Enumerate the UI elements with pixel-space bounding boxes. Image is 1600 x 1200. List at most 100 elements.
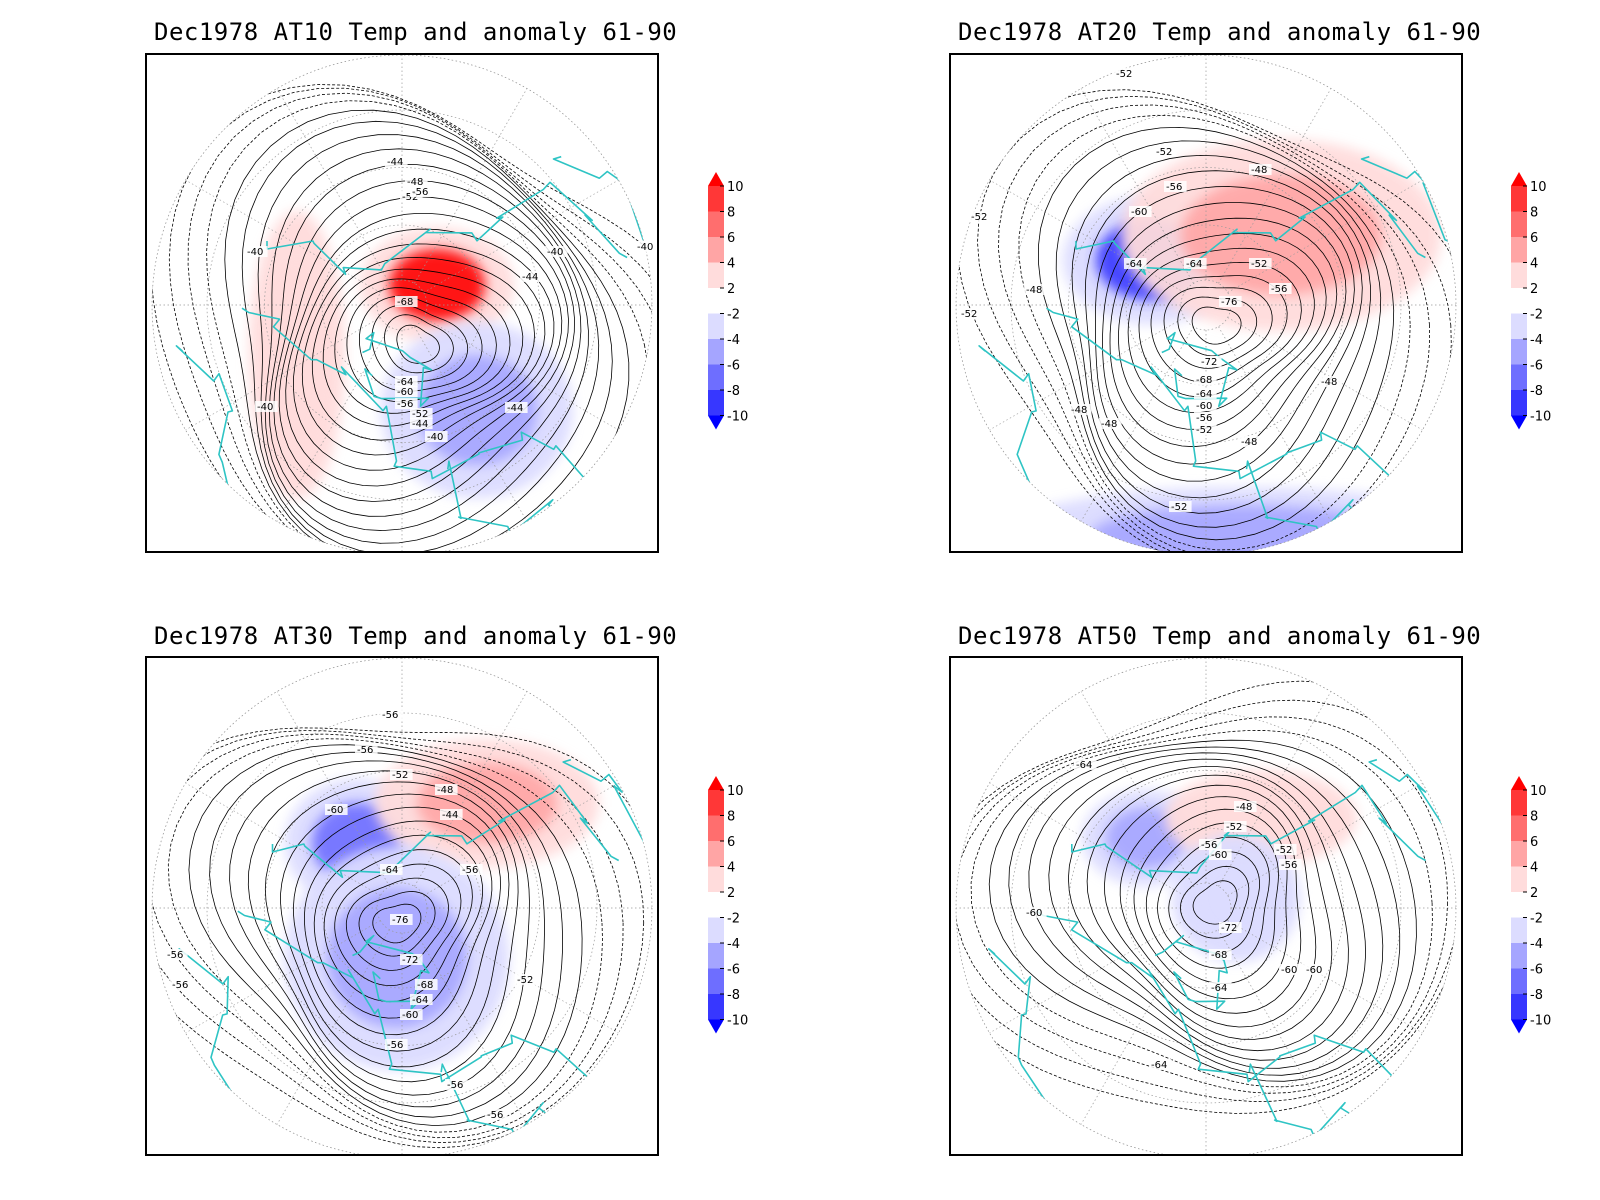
colorbar-segment	[708, 262, 724, 288]
contour-label: -68	[417, 980, 433, 991]
contour-label: -40	[637, 242, 653, 253]
colorbar-tick-label: -4	[727, 937, 740, 952]
contour-line	[358, 295, 483, 392]
colorbar-segment	[1511, 186, 1527, 212]
contour-label: -40	[547, 247, 563, 258]
contour-label: -56	[1201, 840, 1217, 851]
contour-label: -56	[1196, 413, 1212, 424]
coastline	[266, 181, 628, 276]
contour-line	[1055, 140, 1382, 528]
contour-label: -52	[1171, 502, 1187, 513]
colorbar-tick-label: 4	[727, 257, 735, 272]
colorbar-segment	[1511, 390, 1527, 416]
contour-label: -64	[397, 377, 413, 388]
contour-label: -48	[407, 177, 423, 188]
coastline	[1046, 307, 1403, 494]
contour-label: -48	[1071, 405, 1087, 416]
colorbar-segment	[708, 186, 724, 212]
contour-label: -60	[397, 387, 413, 398]
contour-line	[970, 729, 1433, 1088]
contour-label: -60	[1131, 207, 1147, 218]
colorbar-tick-label: 10	[727, 784, 744, 799]
temperature-contours	[956, 680, 1456, 1114]
anomaly-region	[1196, 858, 1276, 938]
colorbar-segment	[1511, 943, 1527, 969]
contour-label: -60	[1281, 965, 1297, 976]
contour-label: -48	[1101, 419, 1117, 430]
contour-label: -56	[167, 950, 183, 961]
colorbar-max-arrow	[1511, 776, 1527, 790]
colorbar-tick-label: 2	[727, 282, 735, 297]
contour-line	[1163, 286, 1273, 369]
contour-line	[152, 733, 624, 1139]
contour-line	[292, 228, 555, 471]
contour-line	[322, 268, 524, 427]
contour-line	[346, 287, 497, 403]
contour-line	[358, 891, 436, 957]
contour-label: -68	[1211, 950, 1227, 961]
panel-title-at20: Dec1978 AT20 Temp and anomaly 61-90	[958, 18, 1482, 46]
contour-line	[313, 834, 484, 1019]
contour-line	[278, 196, 569, 502]
contour-label: -64	[382, 865, 398, 876]
colorbar-tick-label: 4	[1530, 257, 1538, 272]
contour-label: -60	[1026, 908, 1042, 919]
contour-label: -44	[387, 157, 403, 168]
contour-line	[1095, 186, 1355, 482]
colorbar-segment	[708, 364, 724, 390]
colorbar-tick-label: -2	[727, 308, 740, 323]
contour-line	[209, 751, 564, 1118]
contour-label: -56	[462, 865, 478, 876]
colorbar-tick-label: 8	[727, 810, 735, 825]
contour-label: -68	[397, 297, 413, 308]
contour-line	[303, 820, 493, 1036]
coastline	[988, 948, 1048, 1107]
contour-line	[334, 863, 462, 987]
colorbar-tick-label: 6	[727, 835, 735, 850]
colorbar-tick-label: -6	[1530, 359, 1543, 374]
contour-label: -48	[1026, 285, 1042, 296]
colorbar-segment	[1511, 237, 1527, 263]
colorbar-tick-label: -2	[1530, 912, 1543, 927]
colorbar-segment	[708, 917, 724, 943]
contour-label: -76	[392, 915, 408, 926]
contour-label: -52	[1276, 845, 1292, 856]
colorbar-tick-label: -8	[727, 988, 740, 1003]
contour-line	[241, 120, 613, 551]
colorbar-segment	[1511, 262, 1527, 288]
colorbar-tick-label: -10	[727, 1014, 748, 1029]
colorbar-tick-label: -2	[727, 912, 740, 927]
coastline	[241, 307, 594, 494]
map-panel-at10: -44 -48 -52 -56 -40 -40 -40 -44 -68 -64 -60 -56 -52-…	[145, 53, 659, 553]
colorbar-tick-label: 8	[1530, 810, 1538, 825]
coastline	[175, 345, 234, 504]
contour-label: -52	[1116, 69, 1132, 80]
contour-label: -44	[412, 419, 428, 430]
contour-line	[1192, 880, 1238, 925]
temperature-contours	[956, 89, 1456, 551]
coastline	[352, 934, 430, 1010]
panel-title-at50: Dec1978 AT50 Temp and anomaly 61-90	[958, 622, 1482, 650]
contour-line	[229, 760, 545, 1108]
contour-line	[1133, 808, 1288, 1000]
map-boundary	[151, 658, 653, 1154]
contour-line	[956, 699, 1456, 1102]
contour-label: -52	[971, 212, 987, 223]
contour-label: -68	[1196, 375, 1212, 386]
contour-label: -56	[1281, 860, 1297, 871]
colorbar-segment	[708, 237, 724, 263]
colorbar-segment	[1511, 364, 1527, 390]
colorbar-tick-label: -8	[727, 384, 740, 399]
colorbar-at10: 10 8 6 4 2 -2 -4 -6 -8 -10	[708, 172, 748, 430]
colorbar-segment	[708, 390, 724, 416]
colorbar-tick-label: -4	[727, 333, 740, 348]
colorbar-tick-label: 10	[1530, 180, 1547, 195]
contour-line	[1037, 126, 1395, 541]
contour-line	[1018, 114, 1411, 551]
contour-label: -52	[412, 409, 428, 420]
coastline	[978, 345, 1038, 504]
contour-label: -64	[1196, 389, 1212, 400]
contour-label: -44	[507, 403, 523, 414]
contour-line	[311, 256, 536, 441]
colorbar-tick-label: -10	[1530, 1014, 1551, 1029]
